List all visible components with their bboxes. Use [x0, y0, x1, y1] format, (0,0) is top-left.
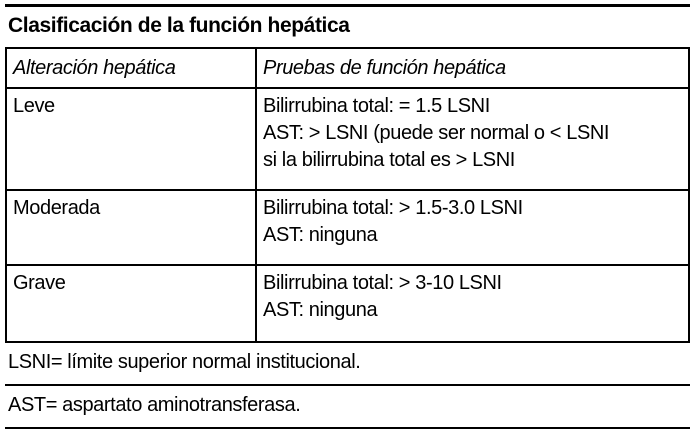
cell-pruebas-grave: Bilirrubina total: > 3-10 LSNI AST: ning… — [255, 264, 690, 343]
bottom-rule — [5, 427, 690, 429]
cell-pruebas-leve: Bilirrubina total: = 1.5 LSNI AST: > LSN… — [255, 87, 690, 191]
pruebas-line: Bilirrubina total: = 1.5 LSNI — [263, 95, 490, 117]
header-row: Alteración hepática Pruebas de función h… — [5, 47, 690, 89]
pruebas-line: AST: ninguna — [263, 224, 378, 246]
pruebas-line: AST: > LSNI (puede ser normal o < LSNI — [263, 122, 610, 144]
top-rule — [5, 4, 690, 7]
footnote-ast: AST= aspartato aminotransferasa. — [8, 394, 301, 416]
column-header-pruebas: Pruebas de función hepática — [255, 47, 690, 89]
table-title: Clasificación de la función hepática — [8, 14, 350, 37]
cell-alteracion-leve: Leve — [5, 87, 257, 191]
table-row-grave: Grave Bilirrubina total: > 3-10 LSNI AST… — [5, 264, 690, 343]
table-row-leve: Leve Bilirrubina total: = 1.5 LSNI AST: … — [5, 87, 690, 191]
table-row-moderada: Moderada Bilirrubina total: > 1.5-3.0 LS… — [5, 189, 690, 266]
cell-alteracion-moderada: Moderada — [5, 189, 257, 266]
divider-rule — [5, 384, 690, 386]
pruebas-line: AST: ninguna — [263, 299, 378, 321]
liver-function-table: Alteración hepática Pruebas de función h… — [5, 47, 690, 343]
pruebas-line: si la bilirrubina total es > LSNI — [263, 149, 515, 171]
pruebas-line: Bilirrubina total: > 3-10 LSNI — [263, 272, 502, 294]
cell-pruebas-moderada: Bilirrubina total: > 1.5-3.0 LSNI AST: n… — [255, 189, 690, 266]
column-header-alteracion: Alteración hepática — [5, 47, 257, 89]
footnote-lsni: LSNI= límite superior normal institucion… — [8, 351, 361, 373]
pruebas-line: Bilirrubina total: > 1.5-3.0 LSNI — [263, 197, 523, 219]
cell-alteracion-grave: Grave — [5, 264, 257, 343]
